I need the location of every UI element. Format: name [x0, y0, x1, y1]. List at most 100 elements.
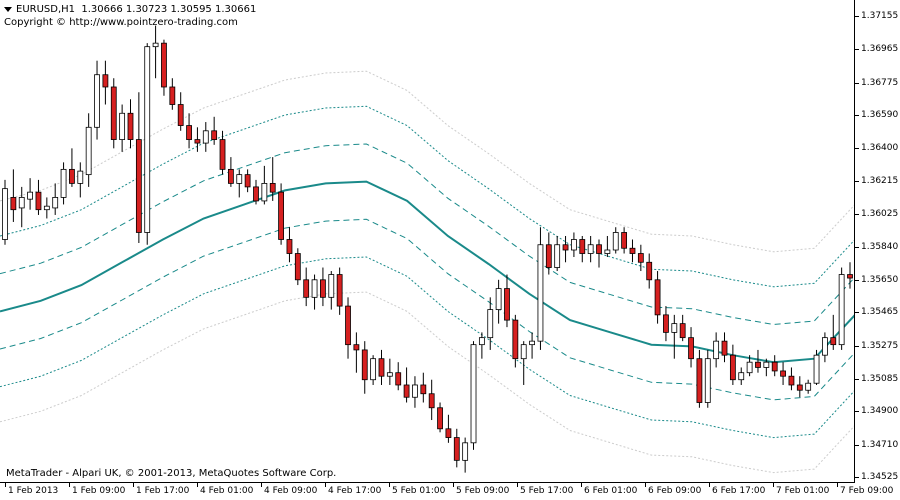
price-axis[interactable]: 1.37155 1.36965 1.36775 1.36590 1.36400 1.362…	[855, 0, 900, 483]
candle[interactable]	[612, 227, 619, 254]
candle[interactable]	[161, 39, 167, 96]
candle[interactable]	[261, 165, 268, 205]
candle[interactable]	[211, 116, 218, 145]
price-chart[interactable]	[0, 0, 855, 483]
candle[interactable]	[370, 355, 377, 385]
candle[interactable]	[2, 179, 8, 245]
candle[interactable]	[85, 113, 92, 187]
candle[interactable]	[545, 232, 552, 275]
candle[interactable]	[445, 414, 452, 443]
candle[interactable]	[478, 332, 485, 359]
candle[interactable]	[721, 332, 728, 363]
candle[interactable]	[654, 271, 661, 324]
candle[interactable]	[10, 169, 17, 222]
candle[interactable]	[780, 362, 786, 385]
candle[interactable]	[512, 314, 519, 368]
candle[interactable]	[35, 179, 42, 215]
candle[interactable]	[805, 379, 812, 394]
candle[interactable]	[495, 279, 502, 324]
candle[interactable]	[361, 341, 368, 394]
candle[interactable]	[219, 130, 226, 175]
candle[interactable]	[562, 235, 569, 263]
candle[interactable]	[621, 227, 628, 254]
candle[interactable]	[713, 332, 720, 368]
candle[interactable]	[462, 437, 469, 473]
candle[interactable]	[796, 376, 803, 398]
candle[interactable]	[763, 358, 770, 377]
candle[interactable]	[336, 267, 343, 315]
candle[interactable]	[688, 327, 694, 368]
candle[interactable]	[110, 78, 117, 149]
candle[interactable]	[177, 92, 184, 131]
candle[interactable]	[637, 244, 644, 272]
candle[interactable]	[186, 113, 192, 149]
candle[interactable]	[144, 43, 151, 245]
candle[interactable]	[94, 60, 100, 140]
candle[interactable]	[428, 379, 435, 421]
candle[interactable]	[470, 341, 477, 450]
candle[interactable]	[679, 314, 686, 342]
candle[interactable]	[663, 306, 669, 342]
candle[interactable]	[403, 367, 410, 403]
candle[interactable]	[813, 349, 820, 385]
candle[interactable]	[412, 376, 418, 408]
candle[interactable]	[152, 25, 159, 79]
candle[interactable]	[579, 235, 586, 263]
chart-area[interactable]: EURUSD,H1 1.30666 1.30723 1.30595 1.3066…	[0, 0, 855, 483]
candle[interactable]	[244, 169, 251, 193]
candle[interactable]	[755, 349, 761, 373]
candle[interactable]	[294, 248, 301, 286]
candle[interactable]	[253, 179, 259, 205]
candle[interactable]	[227, 157, 234, 187]
candle[interactable]	[311, 274, 318, 310]
candle[interactable]	[729, 344, 736, 385]
candle[interactable]	[847, 262, 853, 289]
candle[interactable]	[119, 104, 126, 152]
candle[interactable]	[127, 99, 134, 149]
candle[interactable]	[278, 183, 284, 245]
candle[interactable]	[487, 297, 494, 350]
candle[interactable]	[838, 267, 845, 350]
candle[interactable]	[320, 267, 326, 307]
chart-menu-arrow-icon[interactable]	[4, 6, 12, 12]
candle[interactable]	[629, 239, 636, 263]
candle[interactable]	[60, 162, 67, 205]
candle[interactable]	[696, 349, 703, 408]
candle[interactable]	[236, 169, 243, 198]
candle[interactable]	[520, 341, 527, 385]
candle[interactable]	[738, 367, 745, 385]
candle[interactable]	[504, 274, 510, 328]
candle[interactable]	[345, 297, 351, 359]
candle[interactable]	[437, 402, 443, 433]
candle[interactable]	[52, 183, 59, 215]
candle[interactable]	[286, 227, 293, 263]
candle[interactable]	[587, 235, 594, 263]
candle[interactable]	[69, 148, 75, 187]
candle[interactable]	[395, 362, 402, 391]
candle[interactable]	[202, 122, 209, 152]
candle[interactable]	[537, 227, 544, 350]
candle[interactable]	[604, 235, 611, 258]
candle[interactable]	[420, 372, 427, 403]
candle[interactable]	[18, 186, 25, 228]
candle[interactable]	[671, 314, 678, 359]
candle[interactable]	[771, 355, 778, 377]
candle[interactable]	[646, 253, 653, 289]
candle[interactable]	[328, 271, 335, 310]
candle[interactable]	[43, 197, 50, 219]
candle[interactable]	[353, 332, 360, 373]
candle[interactable]	[529, 332, 535, 359]
candle[interactable]	[77, 162, 84, 198]
candle[interactable]	[169, 78, 176, 110]
candle[interactable]	[830, 314, 837, 350]
candle[interactable]	[102, 60, 109, 105]
candle[interactable]	[746, 355, 753, 377]
candle[interactable]	[596, 239, 602, 268]
candle[interactable]	[704, 349, 711, 408]
candle[interactable]	[27, 178, 33, 210]
candle[interactable]	[303, 267, 310, 307]
candle[interactable]	[269, 157, 276, 201]
candle[interactable]	[378, 349, 385, 385]
candle[interactable]	[194, 127, 201, 152]
candle[interactable]	[386, 358, 393, 385]
